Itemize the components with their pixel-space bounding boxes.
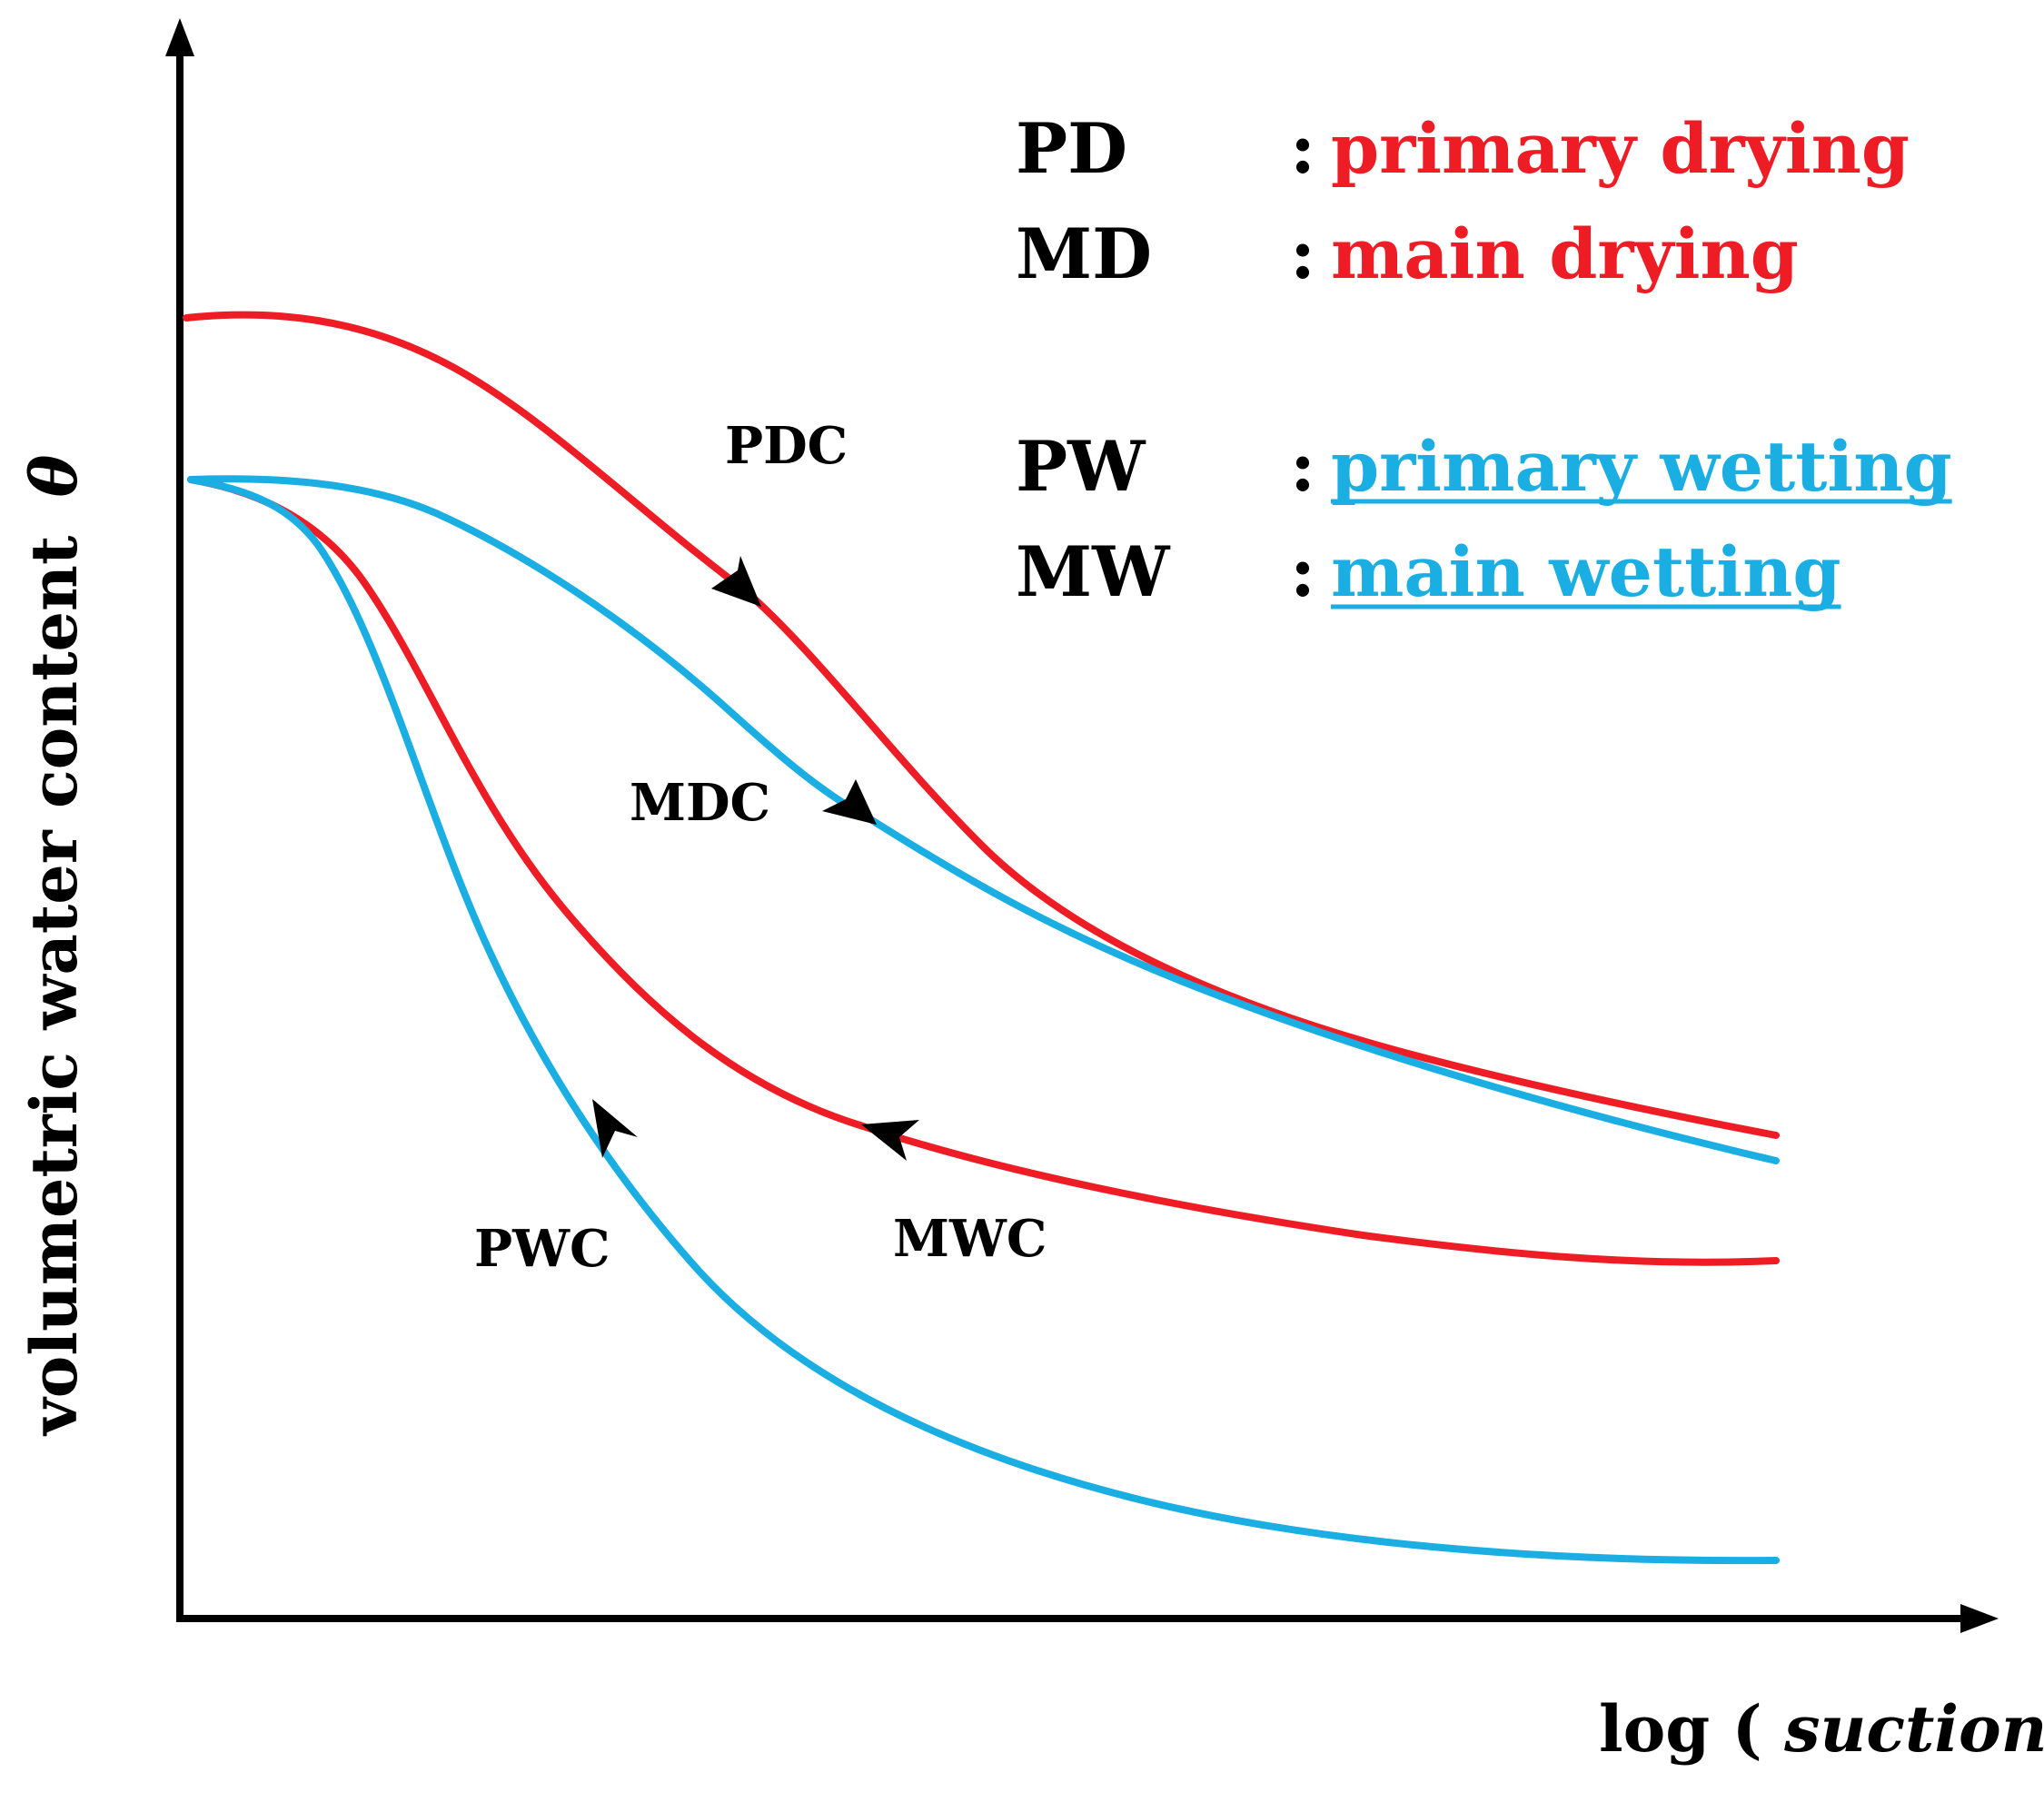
axes bbox=[165, 18, 1999, 1633]
legend-abbr-pw: PW bbox=[1016, 426, 1146, 507]
legend-text-pw: primary wetting bbox=[1331, 426, 1952, 507]
legend-text-pd: primary drying bbox=[1331, 108, 1910, 189]
pdc-curve bbox=[183, 311, 1780, 1139]
legend-sep-mw: : bbox=[1290, 531, 1315, 612]
y-axis-label-text: volumetric water content bbox=[16, 536, 92, 1437]
y-axis-label-symbol: θ bbox=[16, 454, 92, 497]
x-axis-label: log ( suction ) bbox=[1599, 1691, 2044, 1767]
legend-abbr-md: MD bbox=[1016, 213, 1152, 294]
mwc-label: MWC bbox=[893, 1209, 1047, 1269]
mwc-arrow bbox=[861, 1120, 919, 1161]
legend-sep-md: : bbox=[1290, 213, 1315, 294]
y-axis-label: volumetric water content θ bbox=[16, 454, 92, 1437]
mdc-arrow bbox=[822, 779, 877, 825]
legend-item-pd: PD : primary drying bbox=[1016, 108, 1910, 189]
legend-text-mw: main wetting bbox=[1331, 531, 1841, 612]
direction-arrows bbox=[592, 556, 919, 1161]
legend-item-pw: PW : primary wetting bbox=[1016, 426, 1952, 507]
legend-sep-pd: : bbox=[1290, 108, 1315, 189]
pwc-curve bbox=[187, 476, 1780, 1565]
legend: PD : primary drying MD : main drying PW … bbox=[1016, 108, 1952, 612]
pdc-arrow bbox=[711, 556, 761, 607]
legend-sep-pw: : bbox=[1290, 426, 1315, 507]
pdc-label: PDC bbox=[725, 416, 848, 476]
pwc-label: PWC bbox=[474, 1219, 610, 1279]
legend-abbr-pd: PD bbox=[1016, 108, 1127, 189]
legend-item-md: MD : main drying bbox=[1016, 213, 1799, 294]
mwc-curve bbox=[187, 476, 1780, 1266]
x-axis-label-italic: suction bbox=[1783, 1691, 2044, 1767]
y-axis-arrowhead bbox=[165, 18, 194, 56]
legend-abbr-mw: MW bbox=[1016, 531, 1171, 612]
mdc-label: MDC bbox=[630, 773, 770, 833]
legend-text-md: main drying bbox=[1331, 213, 1799, 294]
x-axis-arrowhead bbox=[1960, 1604, 1999, 1633]
curve-labels: PDC MDC MWC PWC bbox=[474, 416, 1047, 1279]
pwc-arrow bbox=[592, 1099, 638, 1158]
x-axis-label-prefix: log ( bbox=[1599, 1691, 1762, 1767]
legend-item-mw: MW : main wetting bbox=[1016, 531, 1841, 612]
